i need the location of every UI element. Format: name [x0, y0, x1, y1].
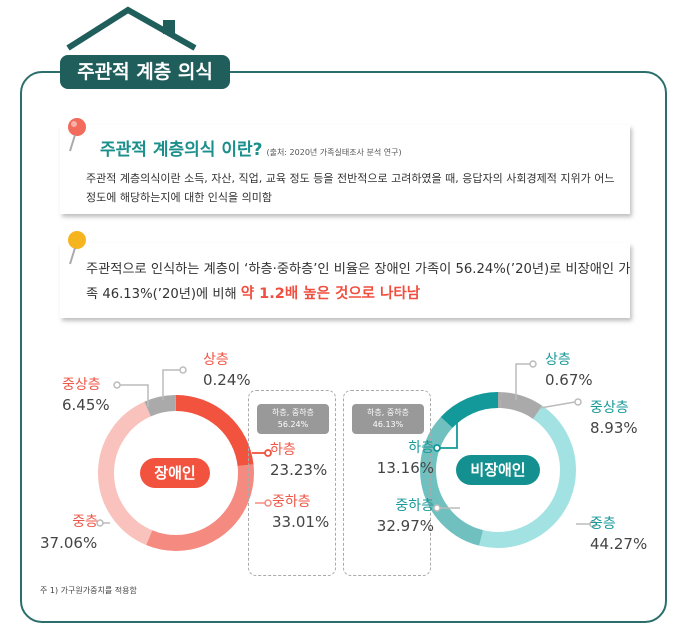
donut-slice-중하층 — [420, 392, 576, 548]
disabled-donut — [98, 395, 254, 551]
summary-badge-nondisabled: 하층, 중하층 46.13% — [352, 404, 424, 434]
yellow-pushpin-icon — [68, 231, 86, 265]
footnote: 주 1) 가구원가중치를 적용함 — [40, 586, 137, 595]
finding-highlight: 약 1.2배 높은 것으로 나타남 — [240, 286, 421, 302]
leader-lines — [96, 360, 597, 528]
leader-dot — [179, 366, 187, 374]
label-disabled-midhigh: 중상층 6.45% — [62, 377, 110, 414]
donut-slice-중층 — [98, 395, 254, 551]
finding-text: 주관적으로 인식하는 계층이 ‘하층·중하층’인 비율은 장애인 가족이 56.… — [86, 262, 631, 302]
nondisabled-donut — [420, 392, 576, 548]
label-nondisabled-high: 상층 0.67% — [545, 352, 593, 389]
disabled-center-label: 장애인 — [140, 458, 210, 488]
label-disabled-midlow: 중하층 33.01% — [272, 494, 330, 531]
value-disabled-mid: 37.06% — [40, 534, 98, 552]
label-nondisabled-mid: 중층 44.27% — [590, 516, 648, 553]
label-nondisabled-low: 하층 13.16% — [376, 440, 434, 477]
source-note: (출처: 2020년 가족실태조사 분석 연구) — [266, 148, 402, 157]
label-disabled-low: 하층 23.23% — [270, 442, 328, 479]
summary-box-disabled — [248, 390, 336, 576]
label-disabled-mid: 중층 — [72, 514, 98, 530]
finding-card: 주관적으로 인식하는 계층이 ‘하층·중하층’인 비율은 장애인 가족이 56.… — [60, 243, 630, 318]
nondisabled-center-label: 비장애인 — [456, 455, 540, 485]
label-disabled-high: 상층 0.24% — [203, 352, 251, 389]
house-roof-icon — [66, 6, 197, 51]
label-nondisabled-midhigh: 중상층 8.93% — [590, 400, 638, 437]
page-title: 주관적 계층 의식 — [60, 55, 230, 89]
definition-card: 주관적 계층의식 이란? (출처: 2020년 가족실태조사 분석 연구) 주관적… — [60, 125, 630, 214]
donut-slice-하층 — [420, 392, 576, 548]
definition-body: 주관적 계층의식이란 소득, 자산, 직업, 교육 정도 등을 전반적으로 고려… — [86, 172, 615, 204]
summary-badge-disabled: 하층, 중하층 56.24% — [257, 404, 329, 434]
label-nondisabled-midlow: 중하층 32.97% — [376, 498, 434, 535]
donut-slice-중층 — [420, 392, 576, 548]
red-pushpin-icon — [68, 118, 86, 152]
donut-slice-상층 — [98, 395, 254, 551]
leader-line — [162, 369, 180, 400]
definition-title: 주관적 계층의식 이란? (출처: 2020년 가족실태조사 분석 연구) — [100, 140, 402, 160]
summary-box-nondisabled — [343, 390, 431, 576]
donut-slice-중하층 — [98, 395, 254, 551]
